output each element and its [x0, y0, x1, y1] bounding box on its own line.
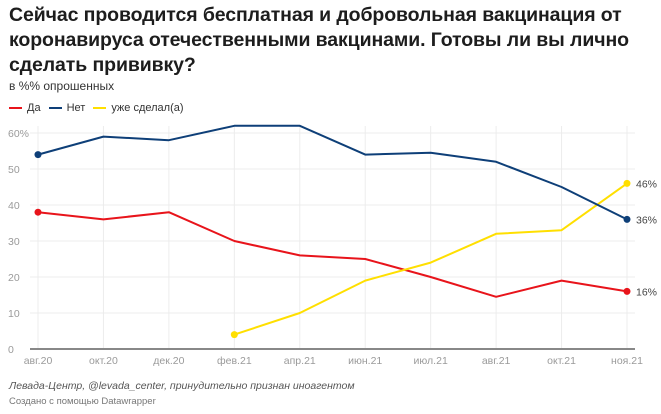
x-tick-label: ноя.21 [611, 355, 643, 367]
legend-label-net: Нет [66, 102, 86, 114]
series-end-dot [623, 287, 631, 295]
series-start-dot [230, 331, 238, 339]
legend-item-da: Да [9, 102, 41, 114]
end-label: 36% [636, 214, 657, 226]
end-labels: 16% 46% 36% [636, 178, 657, 298]
y-tick-label: 30 [8, 236, 20, 248]
x-tick-label: дек.20 [153, 355, 184, 367]
series-line-1 [37, 124, 628, 221]
legend-item-net: Нет [48, 102, 86, 114]
series-start-dot [34, 208, 42, 216]
y-tick-label: 40 [8, 200, 20, 212]
x-tick-label: фев.21 [217, 355, 252, 367]
gridlines [30, 126, 635, 349]
x-tick-label: окт.20 [89, 355, 118, 367]
legend: Да Нет уже сделал(а) [9, 102, 192, 114]
series-end-dot [623, 179, 631, 187]
y-tick-label: 10 [8, 308, 20, 320]
y-axis-ticks: 0 10 20 30 40 50 60% [8, 128, 29, 356]
x-tick-label: авг.20 [24, 355, 53, 367]
x-axis-ticks: авг.20 окт.20 дек.20 фев.21 апр.21 июн.21 июл.… [24, 355, 643, 367]
x-tick-label: апр.21 [284, 355, 316, 367]
end-label: 16% [636, 286, 657, 298]
y-tick-label: 20 [8, 272, 20, 284]
legend-label-da: Да [27, 102, 41, 114]
legend-item-done: уже сделал(а) [93, 102, 184, 114]
x-tick-label: июн.21 [348, 355, 382, 367]
series-start-dot [34, 151, 42, 159]
x-tick-label: авг.21 [482, 355, 511, 367]
series-end-dot [623, 215, 631, 223]
y-tick-label: 0 [8, 344, 14, 356]
legend-swatch-net [48, 107, 62, 109]
series-line-0 [37, 211, 628, 298]
end-label: 46% [636, 178, 657, 190]
x-tick-label: окт.21 [547, 355, 576, 367]
source-note: Левада-Центр, @levada_center, принудител… [9, 380, 355, 392]
series-lines [34, 124, 631, 339]
legend-swatch-da [9, 107, 22, 109]
chart-subtitle: в %% опрошенных [9, 79, 115, 93]
legend-swatch-done [93, 107, 107, 109]
y-tick-label: 50 [8, 164, 20, 176]
credit-note: Создано с помощью Datawrapper [9, 396, 156, 407]
legend-label-done: уже сделал(а) [111, 102, 184, 114]
y-tick-label: 60% [8, 128, 29, 140]
chart-title: Сейчас проводится бесплатная и доброволь… [9, 4, 629, 76]
x-tick-label: июл.21 [414, 355, 448, 367]
